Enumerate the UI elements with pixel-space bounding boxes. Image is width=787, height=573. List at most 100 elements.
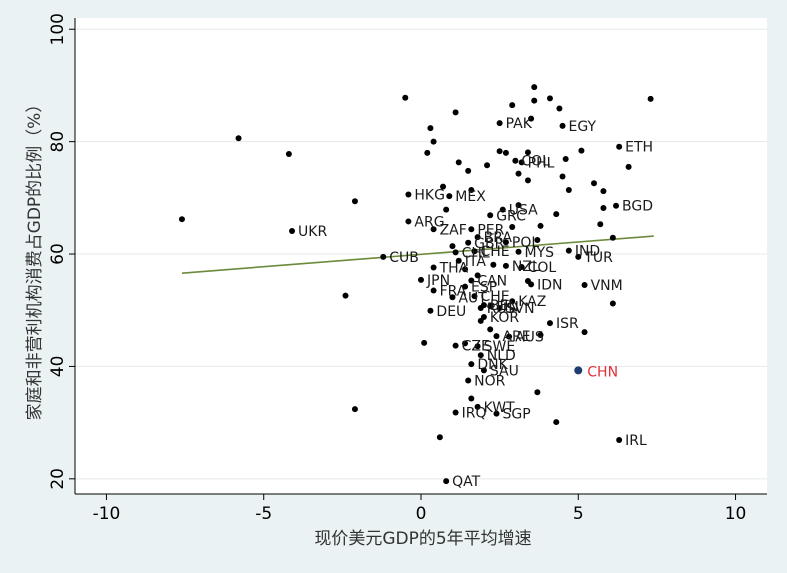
- point-label: CUB: [389, 250, 419, 266]
- data-point: [380, 253, 387, 260]
- data-point: [465, 239, 472, 246]
- x-tick-label: 10: [725, 504, 747, 524]
- point-label: SVN: [506, 301, 535, 317]
- point-label: QAT: [452, 474, 481, 490]
- data-point: [474, 343, 481, 350]
- data-point: [496, 148, 503, 155]
- x-axis-title: 现价美元GDP的5年平均增速: [314, 529, 531, 549]
- point-label: NZL: [512, 259, 540, 275]
- point-label: BRA: [484, 230, 513, 246]
- x-tick-label: 5: [573, 504, 584, 524]
- data-point: [524, 149, 531, 156]
- data-point: [559, 173, 566, 180]
- data-point: [474, 272, 481, 279]
- data-point: [506, 333, 513, 340]
- data-point: [502, 262, 509, 269]
- x-tick-label: 0: [416, 504, 427, 524]
- data-point: [575, 253, 582, 260]
- data-point: [289, 227, 296, 234]
- data-point: [178, 216, 185, 223]
- point-label: PHL: [528, 155, 555, 171]
- data-point: [515, 248, 522, 255]
- data-point: [565, 186, 572, 193]
- data-point: [509, 298, 516, 305]
- point-label: CHE: [480, 244, 509, 260]
- data-point: [462, 266, 469, 273]
- data-point: [647, 95, 654, 102]
- point-label: DEU: [436, 304, 466, 320]
- point-label: PAK: [506, 116, 533, 132]
- point-label: IRQ: [462, 406, 487, 422]
- data-point: [462, 283, 469, 290]
- data-point: [534, 236, 541, 243]
- data-point: [518, 159, 525, 166]
- point-label: AUT: [458, 290, 487, 306]
- data-point: [531, 84, 538, 91]
- data-point: [443, 206, 450, 213]
- fit-line-group: [181, 235, 654, 274]
- data-point: [496, 120, 503, 127]
- point-label: MYS: [525, 245, 555, 261]
- data-point: [493, 410, 500, 417]
- data-point: [430, 287, 437, 294]
- point-label: RUS: [487, 301, 516, 317]
- point-label: NOR: [474, 373, 505, 389]
- point-label: IDN: [537, 277, 562, 293]
- data-point: [468, 361, 475, 368]
- data-point: [515, 202, 522, 209]
- point-label: UKR: [298, 224, 327, 240]
- data-point: [424, 149, 431, 156]
- point-label: GRC: [496, 208, 526, 224]
- data-point: [436, 434, 443, 441]
- data-point: [342, 292, 349, 299]
- point-label: PER: [477, 222, 504, 238]
- point-label: MEX: [455, 189, 486, 205]
- data-point: [609, 300, 616, 307]
- point-label: CHE: [480, 289, 509, 305]
- plot-area: [75, 18, 767, 494]
- point-label: COL: [528, 260, 557, 276]
- data-point: [553, 419, 560, 426]
- data-point: [468, 186, 475, 193]
- data-point: [609, 234, 616, 241]
- data-point: [499, 206, 506, 213]
- data-point: [430, 264, 437, 271]
- point-label: USA: [509, 203, 538, 219]
- point-label: ESP: [471, 280, 497, 296]
- y-axis-title: 家庭和非营利机构消费占GDP的比例（%）: [25, 96, 45, 421]
- point-label: FIN: [496, 299, 519, 315]
- data-point: [455, 159, 462, 166]
- y-tick-label: 100: [48, 13, 68, 45]
- data-point: [546, 320, 553, 327]
- point-label: ETH: [625, 140, 653, 156]
- data-point: [351, 406, 358, 413]
- data-point: [534, 389, 541, 396]
- data-point: [462, 340, 469, 347]
- data-point: [524, 177, 531, 184]
- point-label: CAN: [477, 273, 507, 289]
- point-label: GBR: [474, 236, 504, 252]
- fit-line: [181, 235, 654, 274]
- data-point: [613, 202, 620, 209]
- data-point: [616, 143, 623, 150]
- data-point: [449, 243, 456, 250]
- data-point: [556, 105, 563, 112]
- point-label: TUR: [583, 250, 613, 266]
- data-point: [430, 226, 437, 233]
- data-point: [562, 156, 569, 163]
- highlight-point: [574, 366, 583, 375]
- data-point: [405, 218, 412, 225]
- data-point: [427, 307, 434, 314]
- point-label: ISR: [556, 316, 579, 332]
- data-point: [440, 183, 447, 190]
- data-point: [553, 211, 560, 218]
- point-label: NLD: [487, 348, 516, 364]
- y-tick-label: 60: [48, 243, 68, 265]
- data-point: [528, 115, 535, 122]
- point-label: DNK: [477, 357, 508, 373]
- point-label: CZE: [462, 339, 490, 355]
- data-point: [487, 303, 494, 310]
- point-label: FRA: [440, 284, 467, 300]
- data-point: [285, 151, 292, 157]
